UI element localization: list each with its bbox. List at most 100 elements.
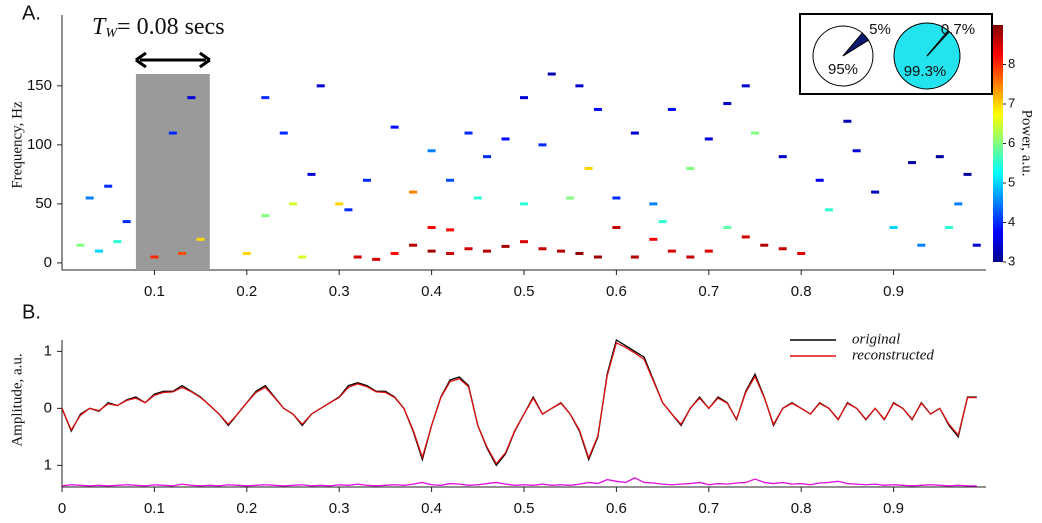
spectral-point [778,155,787,159]
spectral-point [168,131,177,135]
legend-label: original [852,331,900,347]
x-tick-label: 0.1 [144,500,165,517]
spectral-point [612,226,621,229]
spectral-point [686,255,695,259]
spectral-point [593,255,602,259]
spectral-point [686,166,695,170]
spectral-point [520,202,528,206]
pie-label: 99.3% [904,63,947,80]
x-tick-label: 0.2 [236,283,257,300]
arrow-head [135,51,211,69]
spectral-point [778,247,787,251]
spectral-point [751,131,759,135]
spectral-point [464,131,473,135]
series-line [61,477,977,487]
spectral-point [630,255,639,259]
spectral-point [94,249,103,253]
spectral-point [372,257,381,261]
pie-label: 0.7% [941,21,975,38]
spectral-point [427,149,436,153]
x-tick-label: 0.9 [883,500,904,517]
spectral-point [741,235,750,239]
x-tick-label: 0.8 [791,283,812,300]
spectral-point [298,255,307,259]
spectral-point [797,251,806,255]
spectral-point [704,137,713,141]
pie-label: 95% [828,61,858,78]
x-tick-label: 0.7 [698,500,719,517]
spectral-point [815,178,824,182]
spectral-point [649,202,658,206]
spectral-point [427,226,436,229]
y-tick-label: 1 [44,456,52,473]
x-tick-label: 0.5 [514,500,535,517]
spectral-point [150,255,159,259]
spectral-point [667,249,676,253]
spectral-point [704,249,713,253]
y-tick-label: 50 [35,195,52,212]
spectral-point [566,196,575,200]
spectral-point [945,226,954,229]
spectral-point [122,220,131,224]
spectral-point [723,102,732,106]
x-tick-label: 0.7 [698,283,719,300]
spectral-point [446,178,455,182]
spectral-point [584,166,593,170]
spectral-point [104,184,113,188]
spectral-point [483,155,492,159]
spectral-point [612,196,621,200]
spectral-point [575,251,584,255]
colorbar-tick-label: 5 [1008,174,1015,189]
spectral-point [335,202,344,206]
spectral-point [196,237,205,241]
x-tick-label: 0.8 [791,500,812,517]
series-line [61,338,977,467]
spectral-point [261,214,270,218]
x-tick-label: 0.5 [514,283,535,300]
spectral-point [824,208,833,212]
y-tick-label: 100 [27,136,52,153]
spectral-point [935,155,944,159]
spectral-point [427,249,436,253]
spectral-point [547,72,556,76]
spectral-point [954,202,963,206]
spectral-point [658,220,667,224]
spectral-point [538,143,547,147]
spectral-point [908,161,917,165]
x-tick-label: 0.9 [883,283,904,300]
colorbar-tick-label: 7 [1008,95,1015,110]
time-window [135,74,210,271]
spectral-point [963,172,972,176]
spectral-point [593,107,602,111]
spectral-point [279,131,288,135]
spectral-point [871,190,880,194]
y-axis-label: Amplitude, a.u. [9,353,25,446]
y-axis-label: Frequency, Hz [9,101,25,189]
spectral-point [520,240,528,244]
panel-label: A. [22,2,41,24]
x-tick-label: 0.4 [421,500,442,517]
spectral-point [409,243,418,247]
y-tick-label: 150 [27,77,52,94]
spectral-point [390,251,399,255]
spectral-point [501,244,510,248]
pie-label: 5% [869,21,891,38]
spectral-point [483,249,492,253]
spectral-point [85,196,94,200]
spectral-point [723,226,732,229]
x-tick-label: 0 [58,500,66,517]
spectral-point [520,96,528,100]
spectral-point [307,172,316,176]
y-tick-label: 0 [44,254,52,271]
spectral-point [464,247,473,251]
spectral-point [353,255,362,259]
spectral-point [972,243,981,247]
x-tick-label: 0.3 [329,500,350,517]
spectral-point [242,251,251,255]
spectral-point [390,125,399,129]
x-tick-label: 0.6 [606,500,627,517]
spectral-point [409,190,418,194]
x-tick-label: 0.4 [421,283,442,300]
pie-slice [926,30,951,57]
spectral-point [344,208,353,212]
